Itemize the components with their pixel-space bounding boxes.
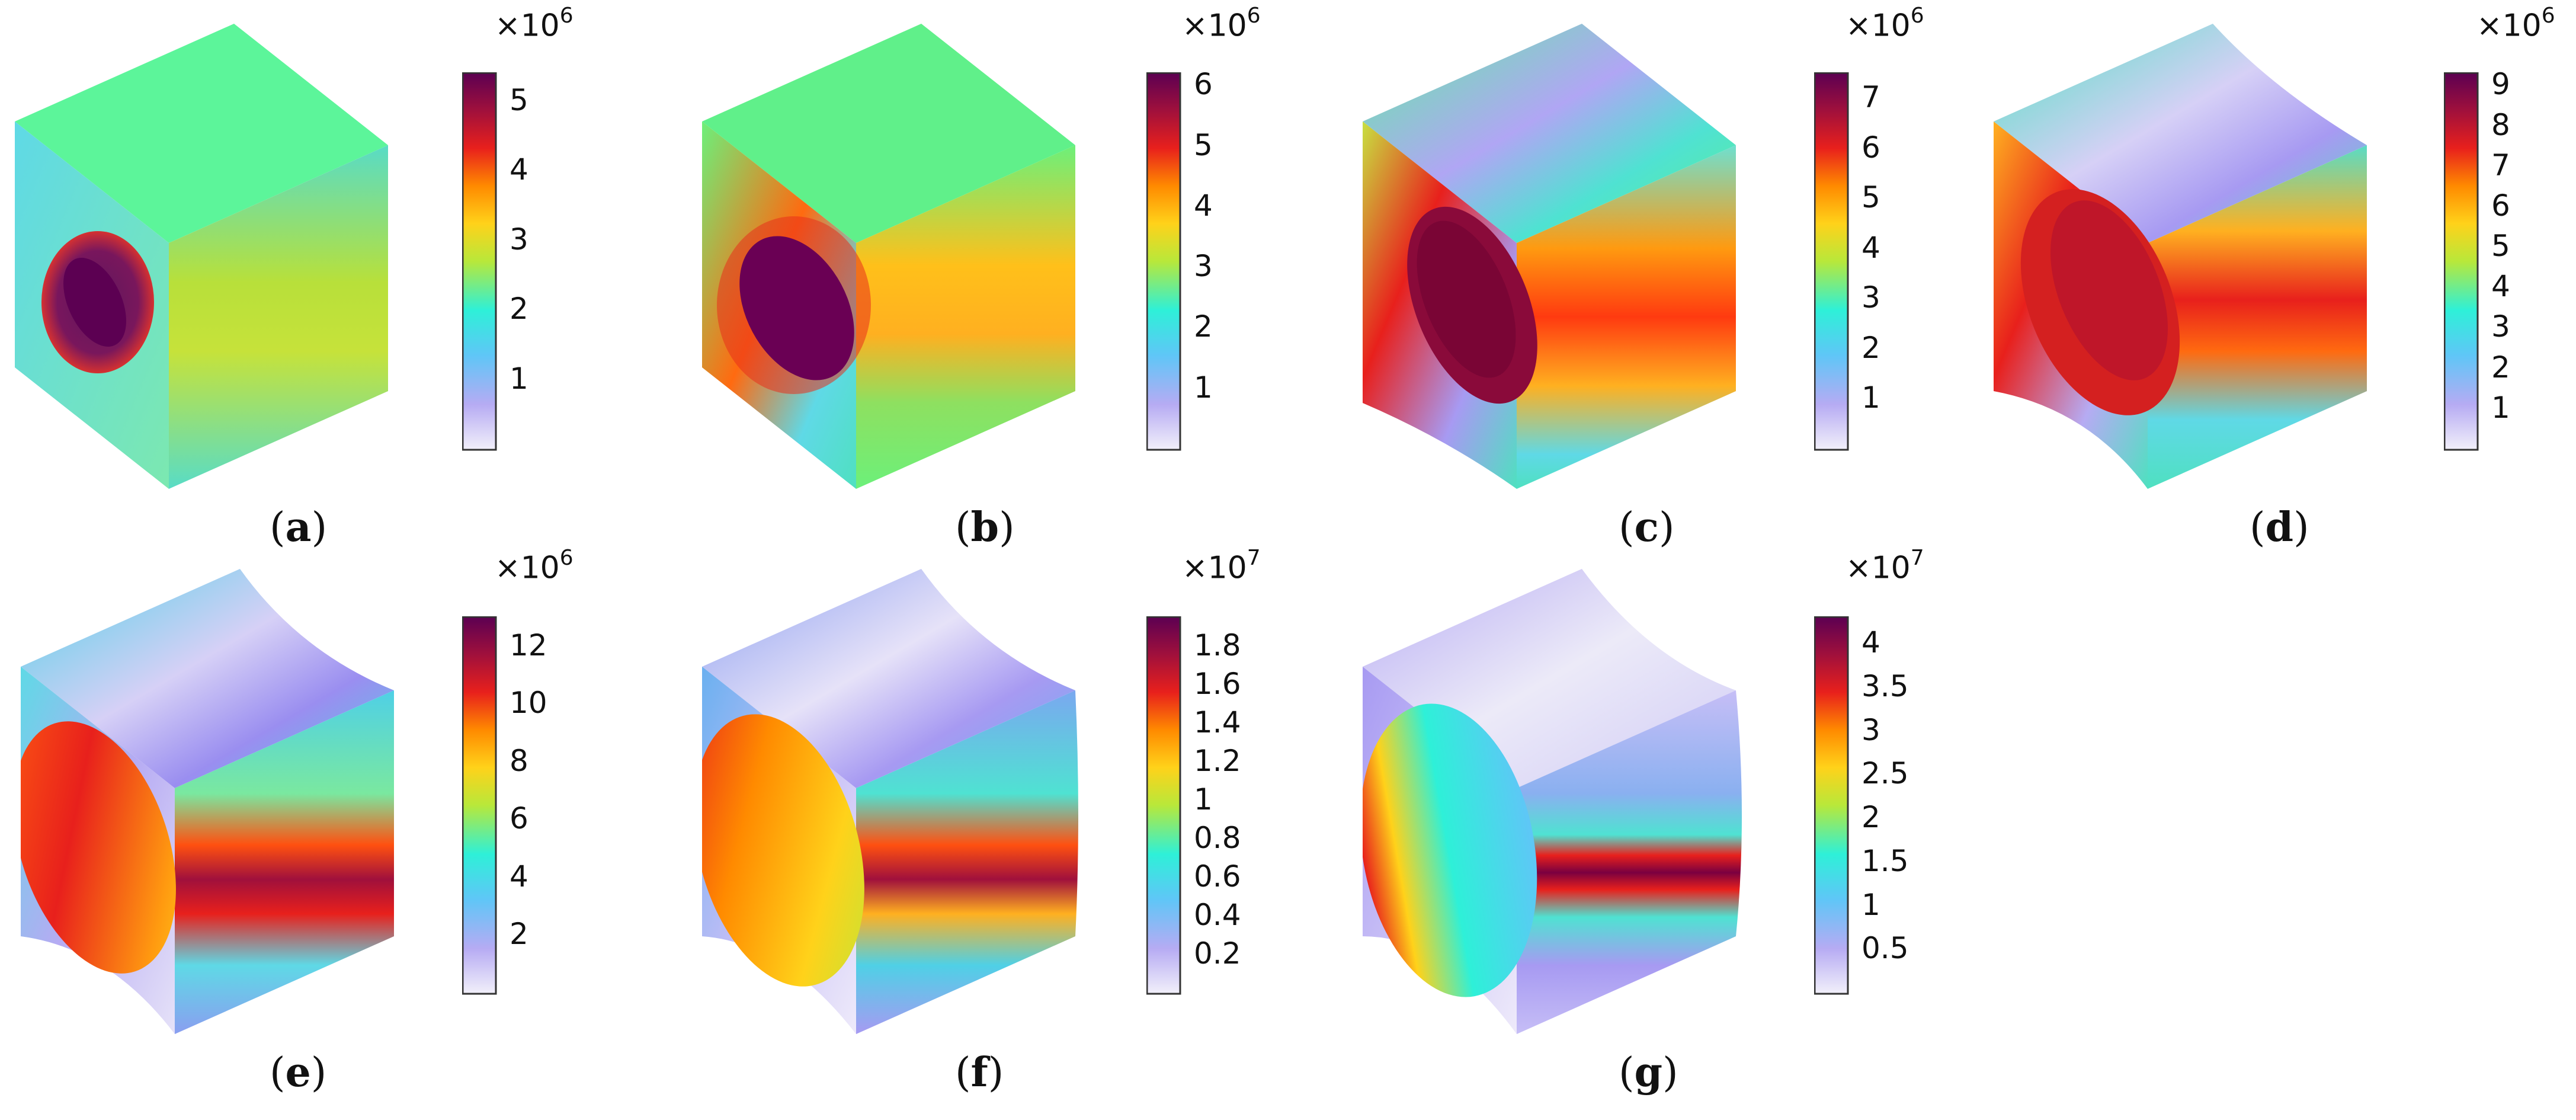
colorbar-tick-label: 5 [1194, 127, 1213, 162]
colorbar-tick-label: 4 [510, 859, 528, 894]
colorbar-tick-label: 4 [510, 152, 528, 187]
colorbar-multiplier: ×106 [1846, 4, 1924, 44]
colorbar-tick-label: 2.5 [1861, 756, 1909, 791]
hole-ellipse [63, 258, 126, 347]
colorbar-tick-label: 7 [2491, 148, 2510, 183]
cube-top-face [15, 24, 388, 243]
colorbar-g [1814, 616, 1849, 995]
colorbar-tick-label: 2 [1861, 330, 1880, 365]
colorbar-tick-label: 2 [510, 917, 528, 952]
colorbar-tick-label: 12 [510, 628, 547, 663]
colorbar-tick-label: 4 [1861, 625, 1880, 660]
colorbar-tick-label: 3 [2491, 309, 2510, 344]
panel-label: (b) [955, 504, 1015, 551]
colorbar-e [462, 616, 497, 995]
colorbar-tick-label: 10 [510, 686, 547, 721]
colorbar-tick-label: 1.2 [1194, 743, 1241, 778]
colorbar-tick-label: 6 [1194, 67, 1213, 102]
colorbar-tick-label: 2 [2491, 350, 2510, 385]
cube-plot-c [1363, 24, 1736, 489]
cube-plot-g [1363, 569, 1742, 1034]
colorbar-tick-label: 0.5 [1861, 931, 1909, 966]
cube-right-face [169, 145, 388, 489]
colorbar-a [462, 72, 497, 451]
panel-label: (a) [270, 504, 328, 551]
colorbar-tick-label: 3 [1194, 249, 1213, 284]
colorbar-tick-label: 3 [1861, 280, 1880, 315]
colorbar-tick-label: 4 [1861, 230, 1880, 265]
colorbar-tick-label: 2 [1194, 309, 1213, 344]
colorbar-d [2444, 72, 2479, 451]
panel-label: (f) [955, 1049, 1004, 1096]
colorbar-tick-label: 3 [1861, 712, 1880, 747]
colorbar-tick-label: 4 [1194, 188, 1213, 223]
colorbar-multiplier: ×106 [1182, 4, 1261, 44]
colorbar-tick-label: 9 [2491, 67, 2510, 102]
colorbar-multiplier: ×106 [495, 4, 573, 44]
panel-label: (e) [270, 1049, 327, 1096]
colorbar-tick-label: 5 [2491, 229, 2510, 264]
colorbar-tick-label: 6 [2491, 188, 2510, 223]
colorbar-multiplier: ×107 [1846, 546, 1924, 586]
colorbar-tick-label: 0.6 [1194, 859, 1241, 894]
colorbar-tick-label: 1 [1194, 782, 1213, 817]
colorbar-c [1814, 72, 1849, 451]
colorbar-tick-label: 0.2 [1194, 936, 1241, 971]
colorbar-multiplier: ×106 [2476, 4, 2555, 44]
colorbar-tick-label: 1.5 [1861, 843, 1909, 878]
panel-label: (g) [1619, 1049, 1678, 1096]
colorbar-tick-label: 1 [2491, 390, 2510, 425]
colorbar-b [1146, 72, 1181, 451]
cube-plot-d [1994, 24, 2367, 489]
colorbar-multiplier: ×107 [1182, 546, 1261, 586]
cube-plot-f [702, 569, 1078, 1034]
panel-label: (c) [1619, 504, 1675, 551]
colorbar-f [1146, 616, 1181, 995]
colorbar-tick-label: 6 [510, 801, 528, 836]
colorbar-tick-label: 4 [2491, 269, 2510, 304]
colorbar-tick-label: 7 [1861, 80, 1880, 115]
colorbar-tick-label: 8 [510, 743, 528, 778]
colorbar-tick-label: 3 [510, 222, 528, 257]
colorbar-tick-label: 2 [1861, 800, 1880, 835]
cube-plot-a [15, 24, 388, 489]
colorbar-tick-label: 1 [1861, 887, 1880, 922]
colorbar-tick-label: 8 [2491, 107, 2510, 142]
colorbar-tick-label: 1.6 [1194, 666, 1241, 701]
cube-plot-e [21, 569, 394, 1034]
colorbar-tick-label: 1 [510, 361, 528, 396]
colorbar-tick-label: 3.5 [1861, 668, 1909, 703]
colorbar-multiplier: ×106 [495, 546, 573, 586]
colorbar-tick-label: 1.8 [1194, 628, 1241, 663]
colorbar-tick-label: 0.4 [1194, 897, 1241, 932]
colorbar-tick-label: 1.4 [1194, 705, 1241, 740]
colorbar-tick-label: 1 [1861, 380, 1880, 415]
colorbar-tick-label: 2 [510, 292, 528, 327]
colorbar-tick-label: 6 [1861, 130, 1880, 165]
panel-label: (d) [2250, 504, 2309, 551]
colorbar-tick-label: 5 [1861, 180, 1880, 215]
colorbar-tick-label: 0.8 [1194, 820, 1241, 855]
colorbar-tick-label: 5 [510, 82, 528, 117]
colorbar-tick-label: 1 [1194, 370, 1213, 405]
cube-plot-b [702, 24, 1075, 489]
